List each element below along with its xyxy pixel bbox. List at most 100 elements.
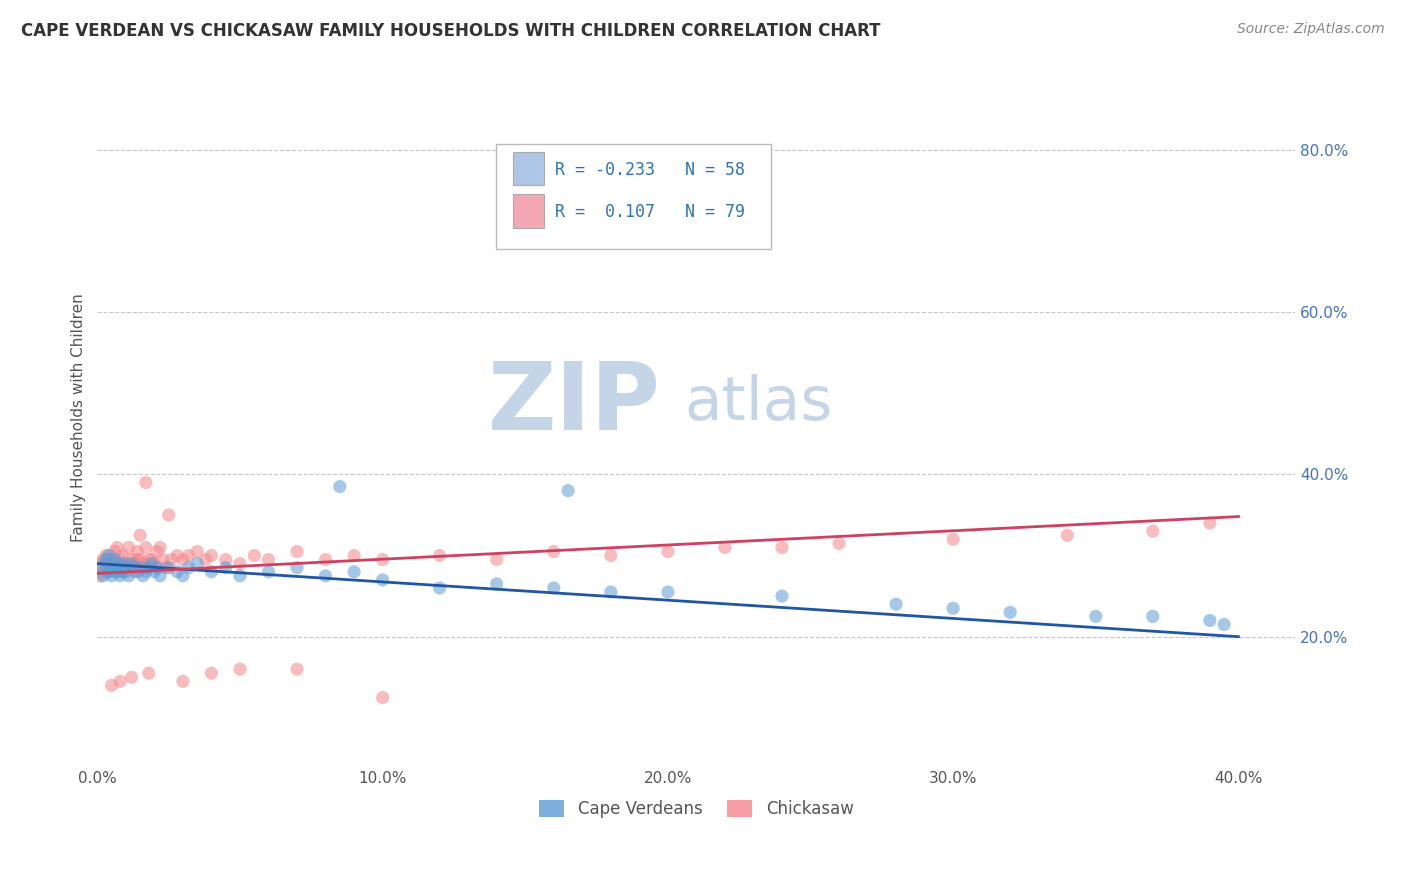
Point <box>108 552 131 566</box>
Point <box>371 573 394 587</box>
Point <box>97 552 120 566</box>
Point <box>177 549 200 563</box>
Point <box>215 552 238 566</box>
Point <box>343 549 366 563</box>
Point <box>1142 524 1164 538</box>
Point <box>118 541 141 555</box>
Point <box>103 565 125 579</box>
Point <box>129 528 152 542</box>
Point <box>138 560 160 574</box>
Text: CAPE VERDEAN VS CHICKASAW FAMILY HOUSEHOLDS WITH CHILDREN CORRELATION CHART: CAPE VERDEAN VS CHICKASAW FAMILY HOUSEHO… <box>21 22 880 40</box>
Point <box>942 533 965 547</box>
Point <box>1084 609 1107 624</box>
Point <box>141 557 163 571</box>
Point <box>172 552 194 566</box>
Point <box>200 549 222 563</box>
Point <box>124 557 146 571</box>
Point <box>657 544 679 558</box>
Point <box>89 569 111 583</box>
Point <box>329 479 352 493</box>
Point <box>998 605 1021 619</box>
Point <box>315 552 337 566</box>
Point <box>111 565 134 579</box>
Point <box>194 552 217 566</box>
Point <box>186 557 208 571</box>
Point <box>714 541 737 555</box>
Point <box>599 585 621 599</box>
Point <box>105 541 128 555</box>
Point <box>127 565 149 579</box>
Point <box>155 560 177 574</box>
Point <box>138 560 160 574</box>
Point <box>105 565 128 579</box>
Point <box>371 690 394 705</box>
Point <box>257 552 280 566</box>
Point <box>200 666 222 681</box>
Point <box>89 557 111 571</box>
Point <box>108 565 131 579</box>
Point <box>94 557 117 571</box>
Point <box>485 552 508 566</box>
Point <box>97 565 120 579</box>
Point <box>111 549 134 563</box>
Text: R =  0.107   N = 79: R = 0.107 N = 79 <box>555 203 745 221</box>
Point <box>115 557 138 571</box>
Text: atlas: atlas <box>685 374 832 434</box>
Point <box>543 581 565 595</box>
Point <box>94 560 117 574</box>
Point <box>166 549 188 563</box>
Point <box>229 662 252 676</box>
Point <box>115 565 138 579</box>
Point <box>91 552 114 566</box>
Point <box>100 560 122 574</box>
Text: ZIP: ZIP <box>488 358 661 450</box>
Point <box>108 560 131 574</box>
Text: R = -0.233   N = 58: R = -0.233 N = 58 <box>555 161 745 179</box>
Point <box>91 565 114 579</box>
Point <box>135 541 157 555</box>
Point <box>103 560 125 574</box>
Point <box>143 565 166 579</box>
Point <box>285 560 308 574</box>
Point <box>429 581 451 595</box>
Point <box>215 560 238 574</box>
Point <box>94 549 117 563</box>
Point <box>89 560 111 574</box>
Point <box>97 549 120 563</box>
Point <box>315 569 337 583</box>
Point <box>118 569 141 583</box>
Point <box>166 565 188 579</box>
Point <box>103 552 125 566</box>
Point <box>160 552 183 566</box>
Y-axis label: Family Households with Children: Family Households with Children <box>72 293 86 542</box>
Point <box>157 508 180 522</box>
Point <box>129 560 152 574</box>
Point <box>146 544 169 558</box>
Point <box>121 557 143 571</box>
Point <box>105 560 128 574</box>
Point <box>135 565 157 579</box>
Point <box>115 560 138 574</box>
Point <box>1199 614 1222 628</box>
Point <box>108 674 131 689</box>
Point <box>100 569 122 583</box>
Point <box>177 560 200 574</box>
Point <box>371 552 394 566</box>
Point <box>186 544 208 558</box>
Point <box>108 569 131 583</box>
Point <box>1213 617 1236 632</box>
Point <box>103 544 125 558</box>
Legend: Cape Verdeans, Chickasaw: Cape Verdeans, Chickasaw <box>533 793 860 824</box>
Point <box>343 565 366 579</box>
Point <box>111 560 134 574</box>
Point <box>485 577 508 591</box>
Point <box>138 666 160 681</box>
Point <box>172 569 194 583</box>
Point <box>200 565 222 579</box>
Point <box>138 552 160 566</box>
Point <box>121 670 143 684</box>
Text: Source: ZipAtlas.com: Source: ZipAtlas.com <box>1237 22 1385 37</box>
Point <box>543 544 565 558</box>
Point <box>127 552 149 566</box>
Point <box>135 475 157 490</box>
